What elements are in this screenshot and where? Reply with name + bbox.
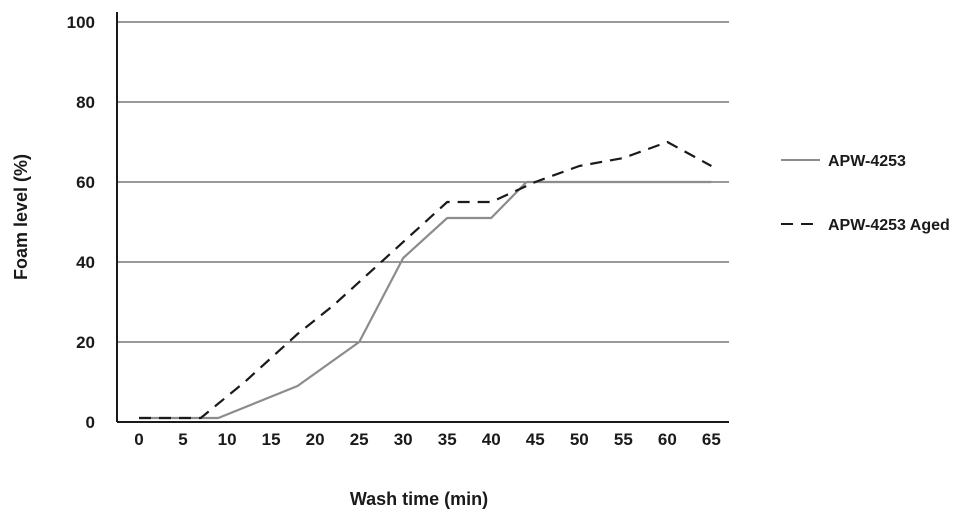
x-tick-label: 15 <box>262 430 281 449</box>
y-axis-title: Foam level (%) <box>11 154 31 280</box>
y-tick-label: 40 <box>76 253 95 272</box>
x-tick-label: 65 <box>702 430 721 449</box>
x-tick-label: 50 <box>570 430 589 449</box>
legend-label-apw-4253: APW-4253 <box>828 153 906 170</box>
gridlines <box>117 21 729 343</box>
y-tick-labels: 0 20 40 60 80 100 <box>67 13 95 432</box>
y-tick-label: 20 <box>76 333 95 352</box>
axes <box>116 12 729 423</box>
legend: APW-4253 APW-4253 Aged <box>781 153 950 234</box>
x-tick-label: 5 <box>178 430 187 449</box>
y-tick-label: 80 <box>76 93 95 112</box>
y-tick-label: 60 <box>76 173 95 192</box>
x-tick-label: 20 <box>306 430 325 449</box>
x-tick-label: 25 <box>350 430 369 449</box>
x-tick-label: 40 <box>482 430 501 449</box>
legend-label-apw-4253-aged: APW-4253 Aged <box>828 217 950 234</box>
x-tick-label: 0 <box>134 430 143 449</box>
x-tick-label: 60 <box>658 430 677 449</box>
x-tick-labels: 0 5 10 15 20 25 30 35 40 45 50 55 60 65 <box>134 430 721 449</box>
series-line-apw-4253 <box>139 180 712 420</box>
y-tick-label: 0 <box>86 413 95 432</box>
series-line-apw-4253-aged <box>139 140 712 420</box>
x-tick-label: 45 <box>526 430 545 449</box>
series-lines <box>139 140 712 420</box>
x-tick-label: 10 <box>218 430 237 449</box>
x-axis-title: Wash time (min) <box>350 489 488 509</box>
y-tick-label: 100 <box>67 13 95 32</box>
x-tick-label: 55 <box>614 430 633 449</box>
x-tick-label: 30 <box>394 430 413 449</box>
x-tick-label: 35 <box>438 430 457 449</box>
